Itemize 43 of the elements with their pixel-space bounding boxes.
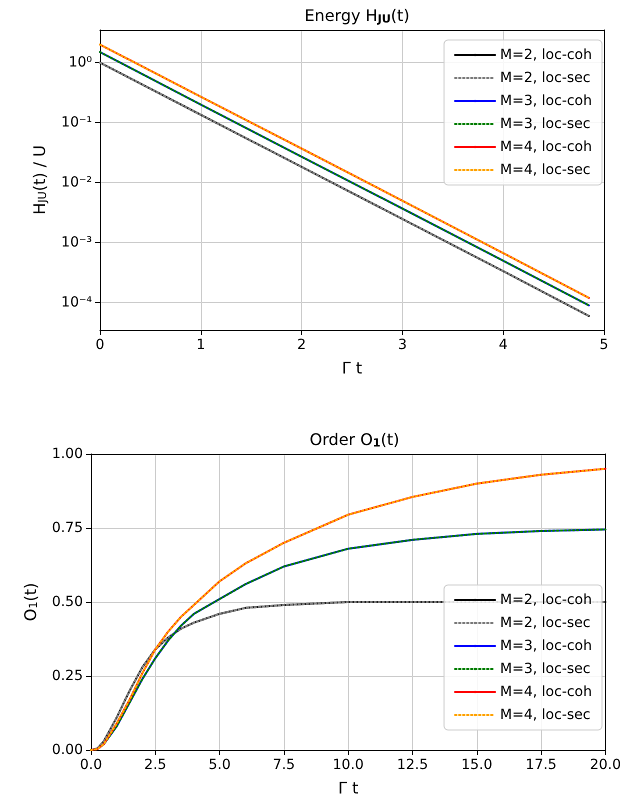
legend-label: M=4, loc-sec — [500, 162, 590, 178]
x-tick-label: 5.0 — [208, 757, 231, 773]
x-tick-label: 7.5 — [272, 757, 296, 773]
x-tick-label: 12.5 — [396, 757, 428, 773]
y-tick-label: 10⁰ — [68, 54, 92, 71]
chart-title: Order O1(t) — [310, 430, 400, 450]
legend-label: M=3, loc-coh — [500, 638, 592, 654]
y-tick-label: 10⁻⁴ — [61, 294, 92, 311]
x-tick-label: 17.5 — [526, 757, 557, 773]
y-tick-label: 0.50 — [52, 594, 83, 610]
x-axis-title: Γ t — [342, 358, 362, 378]
x-tick-label: 4 — [498, 337, 508, 353]
y-tick-label: 0.75 — [52, 520, 83, 536]
y-tick-label: 10⁻³ — [61, 234, 92, 251]
legend-label: M=2, loc-sec — [500, 70, 590, 86]
x-tick-label: 2 — [297, 337, 306, 353]
x-tick-label: 3 — [398, 337, 407, 353]
x-tick-label: 0 — [96, 337, 104, 353]
y-tick-label: 10⁻² — [61, 174, 92, 191]
legend-label: M=3, loc-coh — [500, 93, 592, 109]
legend-label: M=4, loc-sec — [500, 707, 590, 723]
legend-label: M=3, loc-sec — [500, 661, 590, 677]
y-tick-label: 0.00 — [52, 742, 83, 758]
x-axis-title: Γ t — [338, 778, 358, 798]
y-tick-label: 10⁻¹ — [61, 114, 92, 131]
x-tick-label: 5 — [600, 337, 608, 353]
y-axis-title: O1(t) — [20, 582, 40, 622]
legend-label: M=2, loc-sec — [500, 615, 590, 631]
x-tick-label: 10.0 — [332, 757, 364, 773]
x-tick-label: 1 — [196, 337, 206, 353]
y-tick-label: 0.25 — [52, 668, 83, 684]
x-tick-label: 20.0 — [590, 757, 621, 773]
legend-label: M=3, loc-sec — [500, 116, 590, 132]
legend-label: M=2, loc-coh — [500, 47, 592, 63]
y-axis-title: HJU(t) / U — [30, 145, 49, 215]
x-tick-label: 0.0 — [80, 757, 102, 773]
legend-label: M=2, loc-coh — [500, 592, 592, 608]
chart-title: Energy HJU(t) — [304, 6, 410, 26]
x-tick-label: 2.5 — [144, 757, 166, 773]
legend-label: M=4, loc-coh — [500, 684, 592, 700]
x-tick-label: 15.0 — [461, 757, 492, 773]
y-tick-label: 1.00 — [52, 446, 83, 462]
legend-label: M=4, loc-coh — [500, 139, 592, 155]
